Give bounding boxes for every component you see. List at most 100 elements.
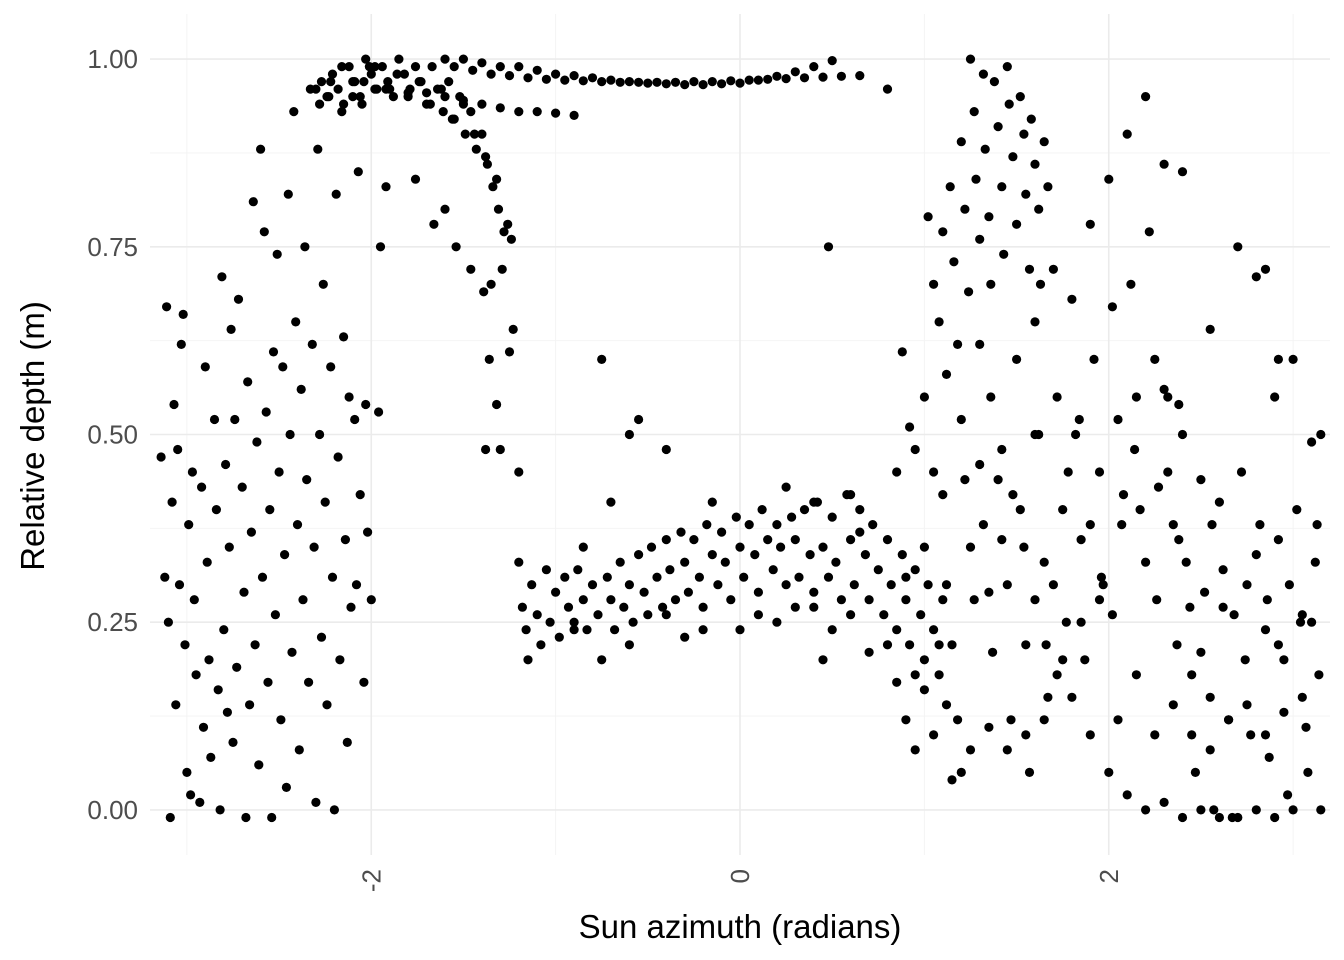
data-point (241, 812, 251, 823)
data-point (676, 527, 686, 537)
data-point (440, 204, 450, 214)
y-axis-tick-labels: 0.00 0.25 0.50 0.75 1.00 (87, 44, 138, 825)
data-point (327, 69, 338, 79)
data-point (897, 347, 907, 357)
data-point (1113, 414, 1123, 425)
data-point (270, 610, 280, 620)
data-point (230, 414, 240, 425)
data-point (250, 640, 260, 650)
data-point (606, 595, 616, 605)
data-point (934, 670, 944, 680)
data-point (237, 482, 247, 492)
data-point (296, 384, 306, 394)
data-point (1301, 722, 1311, 732)
x-axis-title: Sun azimuth (radians) (579, 908, 902, 945)
data-point (477, 129, 487, 139)
data-point (245, 700, 255, 710)
data-point (1043, 692, 1053, 702)
data-point (739, 572, 749, 582)
data-point (191, 670, 201, 680)
data-point (344, 62, 354, 72)
data-point (187, 467, 197, 477)
data-point (809, 497, 819, 507)
data-point (257, 572, 268, 582)
data-point (1246, 730, 1256, 740)
data-point (1030, 429, 1040, 440)
data-point (361, 54, 371, 64)
data-point (228, 737, 238, 748)
data-point (311, 797, 321, 808)
data-point (1076, 617, 1086, 627)
data-point (246, 527, 256, 537)
data-point (333, 84, 343, 94)
data-point (392, 69, 402, 79)
data-point (348, 92, 358, 102)
data-point (1021, 640, 1031, 650)
data-point (901, 595, 911, 605)
data-point (195, 797, 205, 808)
data-point (1251, 272, 1261, 282)
data-point (514, 467, 524, 477)
data-point (923, 580, 933, 590)
data-point (372, 84, 382, 94)
data-point (1041, 640, 1051, 650)
data-point (892, 625, 902, 635)
data-point (1008, 152, 1018, 162)
data-point (799, 73, 810, 83)
data-point (233, 294, 244, 304)
data-point (892, 467, 902, 477)
data-point (965, 745, 976, 755)
data-point (1312, 520, 1322, 530)
data-point (1163, 392, 1173, 402)
data-point (969, 595, 979, 605)
data-point (827, 625, 837, 635)
data-point (1002, 745, 1012, 755)
data-point (1052, 670, 1062, 680)
data-point (929, 730, 939, 740)
data-point (698, 602, 708, 612)
data-point (268, 347, 279, 357)
data-point (1015, 92, 1025, 102)
data-point (1229, 610, 1239, 620)
data-point (363, 527, 373, 537)
data-point (289, 107, 299, 117)
data-point (984, 587, 994, 597)
data-point (1214, 812, 1224, 823)
data-point (1012, 219, 1022, 229)
data-point (1196, 475, 1206, 485)
data-point (602, 572, 612, 582)
data-point (986, 279, 996, 289)
data-point (414, 77, 424, 87)
data-point (316, 632, 327, 642)
data-point (1177, 812, 1188, 823)
data-point (182, 767, 192, 778)
data-point (720, 557, 730, 567)
data-point (882, 535, 893, 545)
data-point (563, 602, 574, 612)
data-point (1039, 557, 1049, 567)
data-point (318, 279, 328, 289)
data-point (492, 174, 502, 184)
data-point (458, 95, 468, 105)
data-point (504, 347, 515, 357)
data-point (698, 80, 708, 90)
data-point (646, 542, 657, 552)
data-point (477, 99, 487, 109)
data-point (916, 610, 926, 620)
data-point (1080, 655, 1090, 665)
data-point (339, 332, 349, 342)
y-tick-label: 1.00 (87, 44, 138, 74)
data-point (536, 640, 546, 650)
data-point (224, 542, 234, 552)
data-point (809, 602, 819, 612)
data-point (1273, 640, 1283, 650)
data-point (503, 219, 513, 229)
data-point (495, 62, 505, 72)
data-point (735, 78, 745, 88)
data-point (1117, 520, 1127, 530)
data-point (361, 399, 371, 410)
data-point (1218, 602, 1228, 612)
data-point (763, 535, 773, 545)
data-point (569, 110, 579, 120)
data-point (1196, 647, 1206, 657)
